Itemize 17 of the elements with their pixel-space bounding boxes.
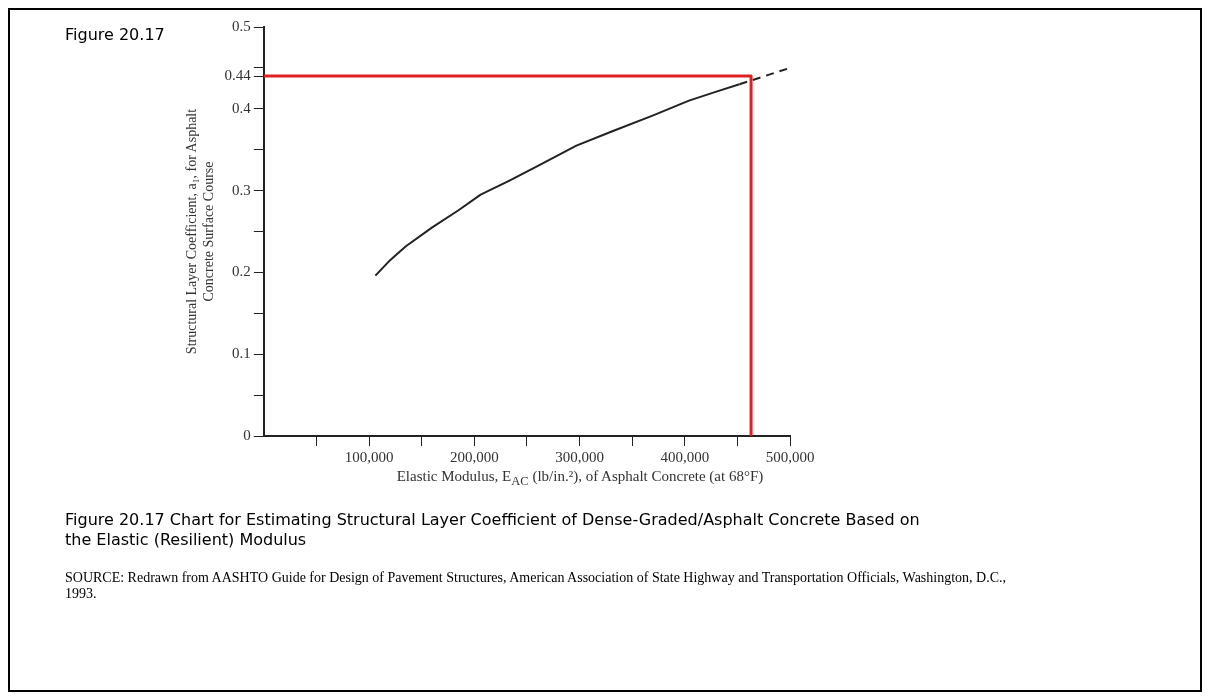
caption: Figure 20.17 Chart for Estimating Structural Layer Coefficient of Dense-Graded/Asphalt Concrete Based on the Elastic (Resilient) Modulus	[65, 510, 921, 550]
y-tick-label: 0.44	[224, 67, 252, 84]
x-tick-label: 500,000	[765, 448, 815, 465]
y-tick-label: 0.1	[232, 345, 251, 362]
y-tick-label: 0.4	[232, 99, 252, 116]
y-tick-label: 0.2	[232, 263, 251, 280]
x-tick-label: 400,000	[660, 448, 710, 465]
y-tick-label: 0.3	[232, 181, 251, 198]
source-note: SOURCE: Redrawn from AASHTO Guide for Design of Pavement Structures, American Association of State Highway and Transportation Officials, Washington, D.C., 1993.	[65, 570, 1008, 602]
x-tick-label: 300,000	[555, 448, 604, 465]
x-tick-label: 200,000	[449, 448, 499, 465]
y-axis-title: Structural Layer Coefficient, a₁, for Asphalt Concrete Surface Course	[184, 108, 216, 355]
y-tick-label: 0.5	[232, 17, 251, 34]
x-axis-title: Elastic Modulus, E$_{AC}$ (lb/in.²), of Asphalt Concrete (at 68°F)	[395, 468, 765, 489]
x-tick-label: 100,000	[344, 448, 394, 465]
y-tick-label: 0	[243, 426, 251, 443]
text: Figure 20.17	[65, 25, 165, 44]
